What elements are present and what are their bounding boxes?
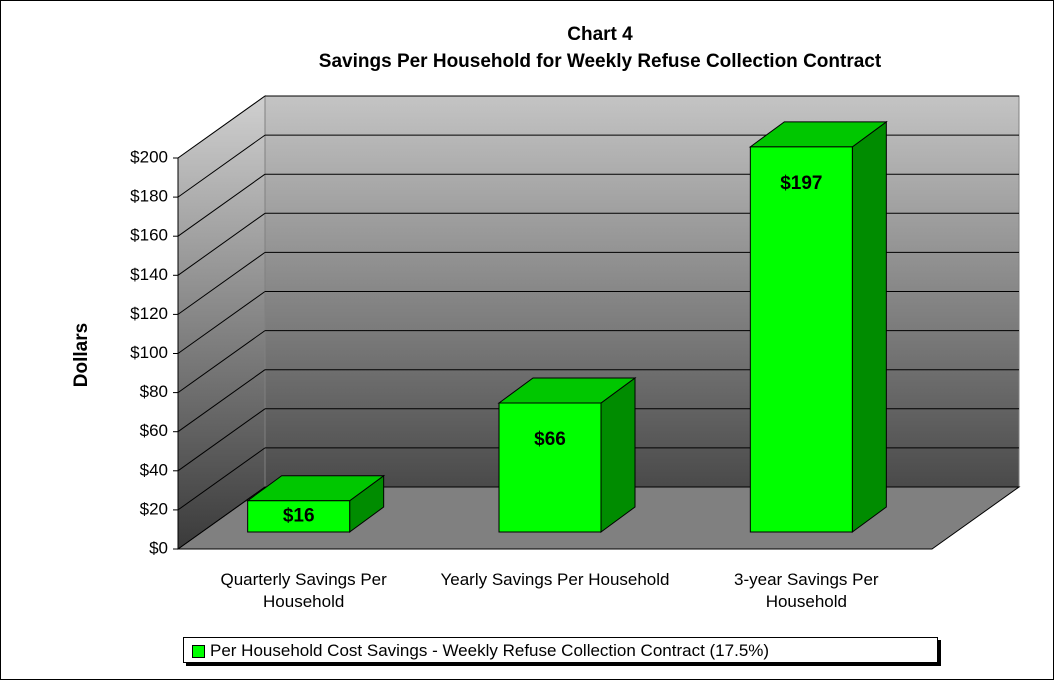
chart-subtitle: Savings Per Household for Weekly Refuse … <box>319 51 882 72</box>
bar-front <box>247 500 351 533</box>
y-tick-label: $40 <box>140 460 168 479</box>
legend-swatch <box>192 645 205 658</box>
grid-line <box>177 212 266 276</box>
x-tick-label: 3-year Savings Per Household <box>734 570 879 611</box>
bar-side <box>851 120 887 533</box>
value-label: $66 <box>534 429 566 450</box>
y-tick-label: $180 <box>130 187 168 206</box>
bar-side <box>600 376 636 533</box>
y-tick-label: $0 <box>149 538 168 557</box>
grid-line <box>177 251 266 315</box>
grid-line <box>177 369 266 433</box>
bar-front <box>498 402 602 533</box>
y-tick-label: $140 <box>130 265 168 284</box>
grid-line <box>177 408 266 472</box>
x-tick-label: Quarterly Savings Per Household <box>220 570 387 611</box>
grid-line <box>177 134 266 198</box>
grid-line <box>177 330 266 394</box>
x-tick-label: Yearly Savings Per Household <box>440 570 670 589</box>
y-tick-label: $120 <box>130 304 168 323</box>
bar <box>246 474 386 533</box>
bar <box>497 376 637 533</box>
chart-title: Chart 4 <box>567 24 633 45</box>
grid-line <box>177 486 266 550</box>
value-label: $197 <box>780 173 822 194</box>
value-label: $16 <box>283 505 315 526</box>
y-tick-label: $80 <box>140 382 168 401</box>
y-tick-label: $160 <box>130 226 168 245</box>
y-tick-label: $100 <box>130 343 168 362</box>
bar-front <box>749 146 853 533</box>
y-tick-label: $60 <box>140 421 168 440</box>
grid-line <box>177 447 266 511</box>
y-tick-label: $200 <box>130 147 168 166</box>
bar <box>748 120 888 533</box>
legend-label: Per Household Cost Savings - Weekly Refu… <box>210 641 770 660</box>
grid-line <box>177 291 266 354</box>
legend: Per Household Cost Savings - Weekly Refu… <box>183 637 938 663</box>
grid-line <box>177 173 266 237</box>
y-axis-label: Dollars <box>71 323 92 387</box>
grid-line <box>177 95 266 159</box>
y-tick-label: $20 <box>140 499 168 518</box>
